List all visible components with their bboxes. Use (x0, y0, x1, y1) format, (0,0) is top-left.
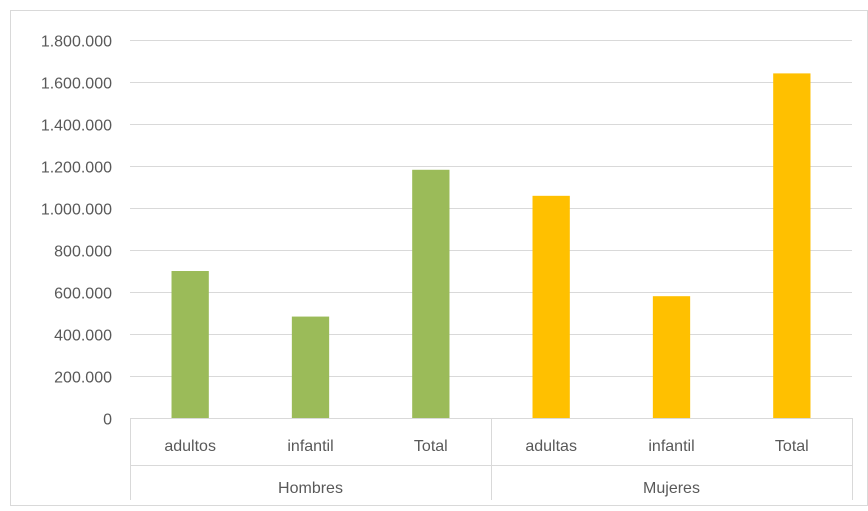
x-category-label: Total (775, 438, 809, 455)
y-tick-label: 0 (103, 412, 112, 429)
bar (412, 169, 450, 418)
y-tick-label: 1.800.000 (41, 34, 112, 51)
x-axis: adultos infantil Total Hombres adultas infant… (130, 418, 853, 500)
x-category-label: infantil (287, 438, 333, 455)
bar (171, 271, 209, 418)
y-tick-label: 400.000 (54, 328, 112, 345)
bar (652, 296, 691, 418)
x-category-label: adultos (164, 438, 216, 455)
y-tick-label: 1.200.000 (41, 160, 112, 177)
x-category-label: infantil (648, 438, 694, 455)
x-group-label: Mujeres (643, 480, 700, 497)
y-tick-label: 1.600.000 (41, 76, 112, 93)
x-group-label: Hombres (278, 480, 343, 497)
x-category-label: adultas (525, 438, 577, 455)
x-category-label: Total (414, 438, 448, 455)
y-tick-label: 1.000.000 (41, 202, 112, 219)
gridlines (130, 40, 852, 377)
bar (773, 73, 811, 418)
y-tick-label: 1.400.000 (41, 118, 112, 135)
bars (171, 73, 811, 418)
y-tick-label: 600.000 (54, 286, 112, 303)
y-axis-tick-labels: 0 200.000 400.000 600.000 800.000 1.000.000 1.… (41, 34, 112, 429)
y-tick-label: 800.000 (54, 244, 112, 261)
bar (532, 195, 570, 418)
y-tick-label: 200.000 (54, 370, 112, 387)
bar (291, 316, 330, 418)
